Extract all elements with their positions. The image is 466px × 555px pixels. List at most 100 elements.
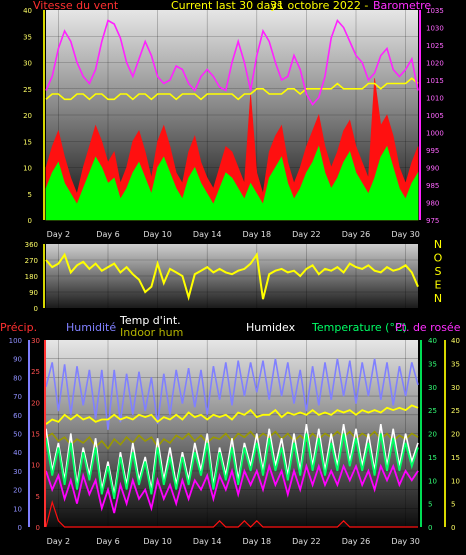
direction-tick-label: 90 (29, 289, 38, 297)
label-barometer: Barometre (373, 0, 431, 12)
left-axis-wind: 0 5 10 15 20 25 30 35 40 (23, 7, 32, 225)
right-temp-tick-label: 20 (451, 431, 460, 439)
date-overlay: 31 octobre 2022 - (270, 0, 368, 12)
temperature-tick-label: 40 (428, 337, 437, 345)
precip-tick-label: 0 (36, 524, 40, 532)
right-temp-tick-label: 30 (451, 384, 460, 392)
label-humidity: Humidité (66, 321, 116, 334)
right-tick-label: 1020 (426, 60, 444, 68)
compass-label: S (435, 265, 442, 278)
compass-label: N (434, 292, 442, 305)
humidity-tick-label: 70 (13, 393, 22, 401)
direction-tick-label: 360 (25, 241, 38, 249)
humidity-tick-label: 10 (13, 505, 22, 513)
series-precipitation (45, 499, 418, 528)
humidity-tick-label: 100 (9, 337, 22, 345)
x-tick-label: Day 18 (243, 230, 272, 239)
right-temp-tick-label: 10 (451, 477, 460, 485)
label-wind-speed: Vitesse du vent (33, 0, 119, 12)
left-tick-label: 35 (23, 33, 32, 41)
right-tick-label: 1030 (426, 25, 444, 33)
series-wind (45, 18, 419, 221)
temperature-axis: 0 5 10 15 20 25 30 35 40 (428, 337, 437, 532)
direction-tick-label: 270 (25, 257, 38, 265)
right-temp-tick-label: 35 (451, 360, 460, 368)
x-tick-label: Day 10 (143, 537, 172, 546)
left-tick-label: 10 (23, 165, 32, 173)
series-wind-direction (45, 252, 419, 302)
x-tick-label: Day 22 (292, 230, 321, 239)
left-tick-label: 0 (28, 217, 32, 225)
right-tick-label: 985 (426, 182, 439, 190)
right-tick-label: 990 (426, 165, 439, 173)
temperature-tick-label: 5 (428, 501, 432, 509)
temperature-tick-label: 25 (428, 407, 437, 415)
label-precip: Précip. (0, 321, 37, 334)
precip-tick-label: 10 (31, 462, 40, 470)
series-humidity (45, 358, 419, 430)
precip-tick-label: 20 (31, 399, 40, 407)
right-temp-tick-label: 40 (451, 337, 460, 345)
series-direction (45, 252, 419, 302)
x-tick-label: Day 10 (143, 230, 172, 239)
grid-temperature (46, 340, 418, 527)
x-tick-label: Day 30 (391, 230, 420, 239)
x-tick-label: Day 30 (391, 537, 420, 546)
x-tick-label: Day 18 (243, 537, 272, 546)
right-tick-label: 1025 (426, 42, 444, 50)
right-temp-tick-label: 0 (451, 524, 455, 532)
x-tick-label: Day 6 (96, 230, 119, 239)
humidity-tick-label: 0 (18, 524, 22, 532)
humidity-axis: 0 10 20 30 40 50 60 70 80 90 100 (9, 337, 22, 532)
series-humidex (45, 423, 419, 495)
left-tick-label: 25 (23, 86, 32, 94)
right-tick-label: 995 (426, 147, 439, 155)
x-tick-label: Day 6 (96, 537, 119, 546)
right-tick-label: 980 (426, 200, 439, 208)
x-tick-label: Day 14 (193, 230, 222, 239)
right-tick-label: 975 (426, 217, 439, 225)
left-tick-label: 30 (23, 60, 32, 68)
humidity-tick-label: 20 (13, 487, 22, 495)
temperature-tick-label: 10 (428, 477, 437, 485)
left-axis-direction: 0 90 180 270 360 (25, 241, 38, 313)
right-temp-tick-label: 25 (451, 407, 460, 415)
x-tick-label: Day 26 (342, 230, 371, 239)
right-tick-label: 1000 (426, 130, 444, 138)
compass-label: N (434, 238, 442, 251)
humidity-tick-label: 90 (13, 356, 22, 364)
compass-label: O (434, 252, 443, 265)
left-tick-label: 40 (23, 7, 32, 15)
left-tick-label: 15 (23, 138, 32, 146)
x-tick-label: Day 14 (193, 537, 222, 546)
x-axis-wind: Day 2 Day 6 Day 10 Day 14 Day 18 Day 22 Day 26… (47, 230, 420, 239)
humidity-tick-label: 30 (13, 468, 22, 476)
right-tick-label: 1010 (426, 95, 444, 103)
right-temp-tick-label: 15 (451, 454, 460, 462)
humidity-tick-label: 40 (13, 449, 22, 457)
humidity-tick-label: 60 (13, 412, 22, 420)
x-tick-label: Day 26 (342, 537, 371, 546)
label-dew-point: Pt. de rosée (395, 321, 461, 334)
x-tick-label: Day 22 (292, 537, 321, 546)
direction-tick-label: 0 (34, 305, 38, 313)
series-wind-direction-trend (45, 77, 419, 101)
precip-tick-label: 25 (31, 368, 40, 376)
right-tick-label: 1015 (426, 77, 444, 85)
chart-subtitle: Current last 30 days (171, 0, 283, 12)
precip-tick-label: 30 (31, 337, 40, 345)
precip-tick-label: 15 (31, 431, 40, 439)
temperature-tick-label: 35 (428, 360, 437, 368)
right-tick-label: 1005 (426, 112, 444, 120)
left-tick-label: 20 (23, 112, 32, 120)
temperature-tick-label: 15 (428, 454, 437, 462)
series-wind-average (45, 145, 419, 221)
grid-direction (46, 244, 418, 308)
series-dew-point (45, 463, 419, 514)
